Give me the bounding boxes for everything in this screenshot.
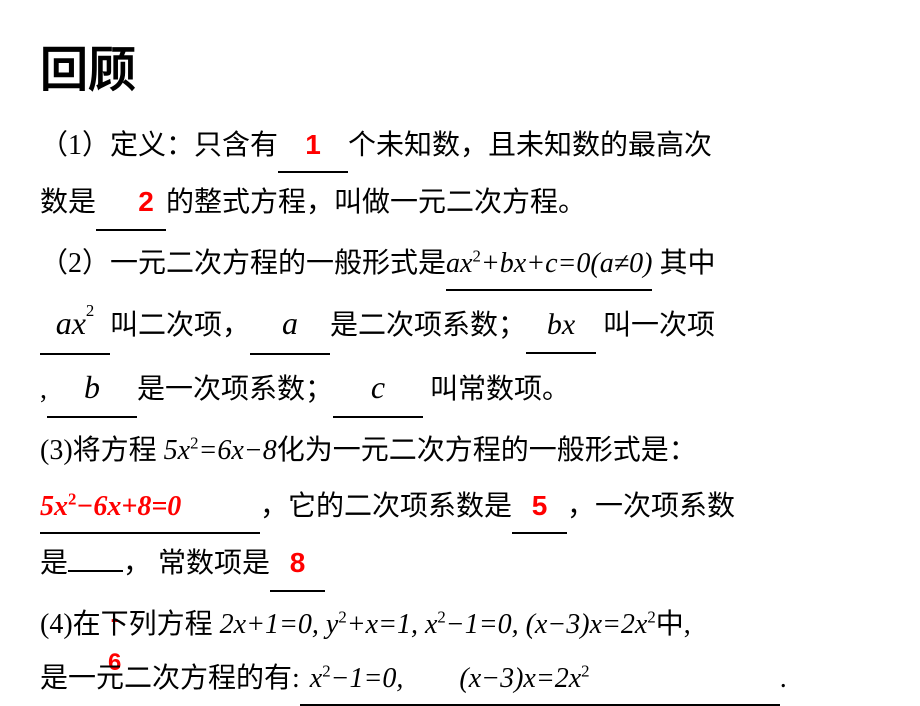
item3-blank2: 5	[512, 481, 567, 534]
item2-line3: ,b是一次项系数；c 叫常数项。	[40, 359, 880, 419]
item1-blank2: 2	[96, 177, 166, 230]
item2-mid2: 是二次项系数；	[330, 310, 526, 341]
item2-mid3: 叫一次项	[596, 310, 715, 341]
item1-line2-prefix: 数是	[40, 187, 96, 218]
item2-suffix1: 其中	[652, 248, 715, 279]
item2-mid4: 是一次项系数；	[137, 374, 333, 405]
item3-mid1: 化为一元二次方程的一般形式是：	[277, 435, 697, 466]
item4-line1: (4)在下列方程 2x+1=0, y2+x=1, x2−1=0, (x−3)x=…	[40, 600, 880, 650]
item1-mid1: 个未知数，且未知数的最高次	[348, 130, 712, 161]
item3-line2: 5x2−6x+8=0 ，它的二次项系数是 5 ，一次项系数	[40, 481, 880, 534]
page-title: 回顾	[40, 30, 880, 100]
item-1: （1）定义：只含有 1 个未知数，且未知数的最高次 数是 2 的整式方程，叫做一元二次方…	[40, 120, 880, 231]
item2-mid5: 叫常数项。	[423, 374, 570, 405]
item3-mid3: ，一次项系数	[567, 491, 735, 522]
item4-equations: 2x+1=0, y2+x=1, x2−1=0, (x−3)x=2x2	[220, 609, 656, 640]
item3-blank1: 5x2−6x+8=0	[40, 482, 260, 534]
item3-answer2: 5	[532, 490, 548, 521]
item4-answer1: x2−1=0,	[310, 663, 404, 694]
item1-answer1: 1	[305, 129, 321, 160]
item3-equation: 5x2=6x−8	[164, 435, 277, 466]
item2-line1: （2）一元二次方程的一般形式是ax2+bx+c=0(a≠0) 其中	[40, 239, 880, 291]
item3-prefix: (3)将方程	[40, 435, 164, 466]
item2-comma: ,	[40, 374, 47, 405]
item2-blank3: bx	[526, 298, 596, 354]
item2-mid1: 叫二次项，	[110, 310, 250, 341]
item3-answer4: 8	[290, 547, 306, 578]
item4-period: .	[780, 663, 787, 694]
item4-suffix: 中,	[656, 609, 691, 640]
item2-blank1: ax2	[40, 295, 110, 355]
item2-blank4: b	[47, 359, 137, 419]
item2-line2: ax2叫二次项，a是二次项系数；bx 叫一次项	[40, 295, 880, 355]
item3-mid4: ， 常数项是	[123, 548, 270, 579]
item-3: (3)将方程 5x2=6x−8化为一元二次方程的一般形式是： 5x2−6x+8=…	[40, 426, 880, 591]
item2-prefix: （2）一元二次方程的一般形式是	[40, 248, 446, 279]
item1-prefix: （1）定义：只含有	[40, 130, 278, 161]
item1-blank1: 1	[278, 120, 348, 173]
item3-blank4: 8	[270, 538, 325, 591]
item1-line2: 数是 2 的整式方程，叫做一元二次方程。	[40, 177, 880, 230]
item4-answer-blank: x2−1=0, (x−3)x=2x2	[300, 654, 780, 706]
item-4: (4)在下列方程 2x+1=0, y2+x=1, x2−1=0, (x−3)x=…	[40, 600, 880, 706]
item3-mid2: ，它的二次项系数是	[260, 491, 512, 522]
item4-line2: 是一元二次方程的有:x2−1=0, (x−3)x=2x2.	[40, 654, 880, 706]
item2-formula: ax2+bx+c=0(a≠0)	[446, 239, 652, 291]
item2-blank2: a	[250, 295, 330, 355]
item4-answer2: (x−3)x=2x2	[459, 663, 589, 694]
item1-suffix: 的整式方程，叫做一元二次方程。	[166, 187, 586, 218]
item3-line1: (3)将方程 5x2=6x−8化为一元二次方程的一般形式是：	[40, 426, 880, 476]
item3-answer1: 5x2−6x+8=0	[40, 491, 181, 522]
item-2: （2）一元二次方程的一般形式是ax2+bx+c=0(a≠0) 其中 ax2叫二次…	[40, 239, 880, 419]
item1-answer2: 2	[138, 186, 154, 217]
item3-blank3: -6	[68, 570, 123, 572]
item1-line1: （1）定义：只含有 1 个未知数，且未知数的最高次	[40, 120, 880, 173]
item3-line2-prefix: 是	[40, 548, 68, 579]
item4-prefix: (4)在下列方程	[40, 609, 220, 640]
item4-line2-prefix: 是一元二次方程的有:	[40, 663, 300, 694]
item3-line3: 是-6， 常数项是 8	[40, 538, 880, 591]
item2-blank5: c	[333, 359, 423, 419]
